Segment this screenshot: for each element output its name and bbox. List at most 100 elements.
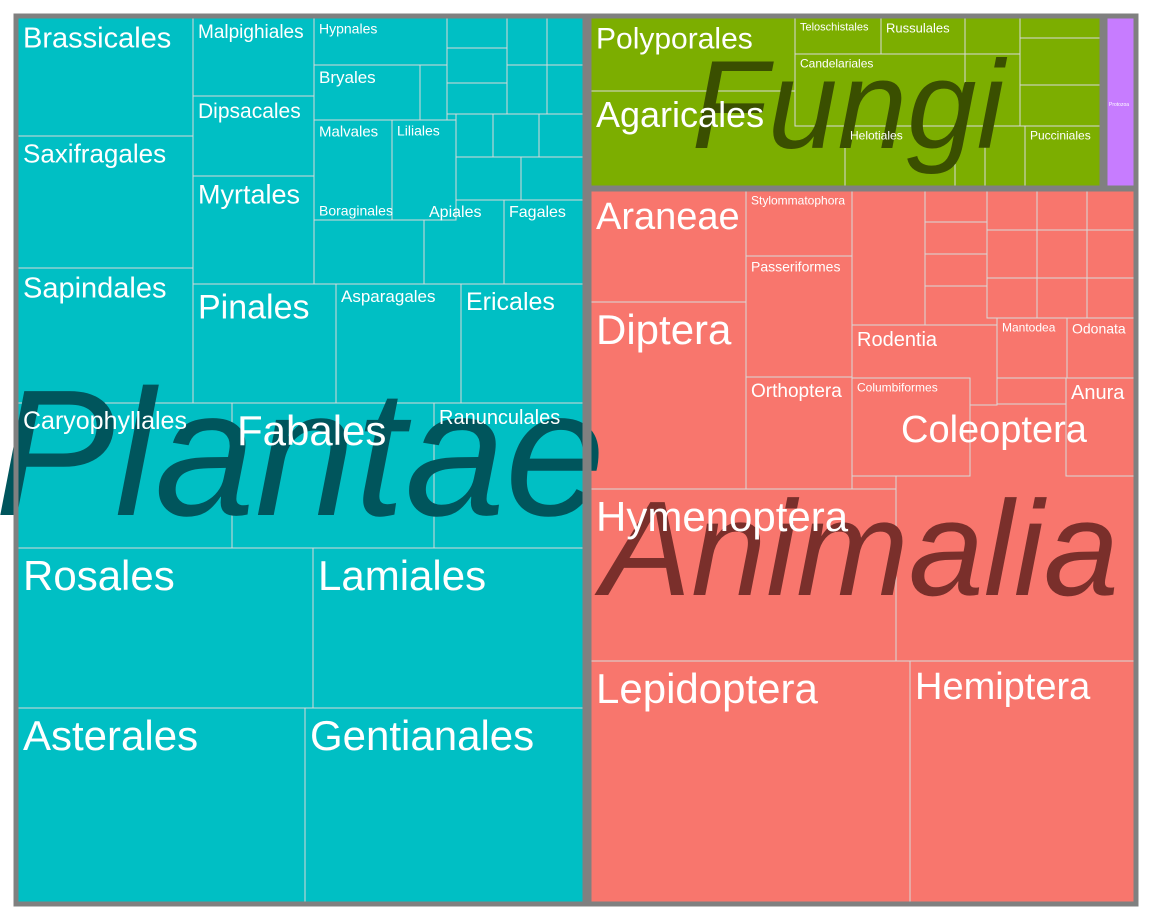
order-cell-malvales (313, 119, 393, 221)
order-label-gentianales: Gentianales (310, 712, 534, 759)
order-label-passeriformes: Passeriformes (751, 258, 840, 274)
order-label-caryophyllales: Caryophyllales (23, 407, 187, 435)
order-cell-fagales (503, 199, 584, 285)
order-cell-mantodea (996, 317, 1068, 379)
order-cell-candelariales (794, 53, 966, 127)
order-label-fagales: Fagales (509, 204, 566, 221)
order-label-asterales: Asterales (23, 712, 198, 759)
order-cell-hypnales (313, 17, 448, 66)
order-cell-stylommatophora (745, 190, 853, 257)
order-cell-passeriformes (745, 255, 853, 378)
order-cell-unlabeled (446, 47, 508, 84)
order-cell-polyporales (590, 17, 796, 92)
order-label-ranunculales: Ranunculales (439, 407, 560, 429)
order-label-sapindales: Sapindales (23, 273, 167, 305)
order-cell-hymenoptera (590, 488, 897, 662)
order-cell-unlabeled (1086, 190, 1135, 231)
order-cell-unlabeled (1019, 37, 1101, 86)
order-label-helotiales: Helotiales (850, 128, 903, 142)
order-cell-unlabeled (446, 17, 508, 49)
order-cell-unlabeled (538, 113, 584, 158)
order-label-diptera: Diptera (596, 306, 732, 353)
order-label-candelariales: Candelariales (800, 56, 873, 70)
order-cell-lamiales (312, 547, 584, 709)
order-cell-brassicales (17, 17, 194, 137)
order-cell-unlabeled (924, 221, 988, 255)
order-cell-unlabeled (851, 190, 926, 326)
order-cell-helotiales (844, 125, 956, 187)
order-cell-unlabeled (1036, 229, 1088, 279)
order-label-apiales: Apiales (429, 204, 481, 221)
order-cell-pucciniales (1024, 125, 1101, 187)
order-label-lamiales: Lamiales (318, 552, 486, 599)
order-label-araneae: Araneae (596, 196, 740, 238)
order-cell-unlabeled (964, 53, 1021, 127)
order-cell-liliales (391, 119, 457, 221)
order-label-protozoa: Protozoa (1109, 102, 1129, 108)
order-cell-unlabeled (984, 125, 1026, 187)
order-cell-rosales (17, 547, 314, 709)
order-cell-odonata (1066, 317, 1135, 379)
order-label-fabales: Fabales (237, 407, 386, 454)
order-label-rodentia: Rodentia (857, 329, 938, 351)
order-cell-unlabeled (924, 190, 988, 223)
order-label-hemiptera: Hemiptera (915, 666, 1091, 708)
treemap-cells (17, 17, 1135, 903)
order-cell-teloschistales (794, 17, 882, 55)
order-cell-unlabeled (1036, 190, 1088, 231)
order-label-asparagales: Asparagales (341, 287, 436, 306)
order-cell-unlabeled (520, 156, 584, 201)
order-cell-unlabeled (924, 253, 988, 287)
order-label-dipsacales: Dipsacales (198, 100, 301, 123)
order-label-agaricales: Agaricales (596, 94, 764, 135)
order-cell-unlabeled (924, 285, 998, 326)
order-label-bryales: Bryales (319, 68, 376, 87)
order-label-stylommatophora: Stylommatophora (751, 193, 845, 207)
order-cell-bryales (313, 64, 421, 121)
order-cell-unlabeled (455, 156, 522, 201)
order-label-orthoptera: Orthoptera (751, 381, 842, 402)
order-label-lepidoptera: Lepidoptera (596, 665, 818, 712)
order-cell-unlabeled (446, 82, 508, 115)
order-label-malpighiales: Malpighiales (198, 22, 304, 43)
kingdom-label-plantae: Plantae (0, 353, 605, 554)
order-label-teloschistales: Teloschistales (800, 21, 869, 33)
order-cell-araneae (590, 190, 747, 303)
order-cell-unlabeled (1019, 84, 1101, 127)
order-cell-ericales (460, 283, 584, 404)
order-label-anura: Anura (1071, 382, 1125, 404)
order-label-hymenoptera: Hymenoptera (596, 493, 849, 540)
order-labels: Asterales Gentianales Rosales Lamiales Fabal… (23, 20, 1129, 759)
order-cell-lepidoptera (590, 660, 911, 903)
order-cell-unlabeled (546, 64, 584, 115)
order-label-pucciniales: Pucciniales (1030, 128, 1091, 142)
kingdom-border-plantae (13, 13, 588, 907)
order-cell-unlabeled (1086, 277, 1135, 319)
kingdom-label-animalia: Animalia (594, 473, 1119, 624)
order-label-hypnales: Hypnales (319, 20, 377, 36)
order-cell-unlabeled (964, 17, 1021, 55)
order-cell-unlabeled (546, 17, 584, 66)
order-cell-gentianales (304, 707, 584, 903)
order-label-pinales: Pinales (198, 288, 310, 326)
order-cell-unlabeled (1086, 229, 1135, 279)
order-cell-anura (1065, 377, 1135, 477)
order-label-mantodea: Mantodea (1002, 320, 1056, 334)
order-cell-unlabeled (954, 125, 986, 187)
order-label-russulales: Russulales (886, 20, 950, 35)
order-cell-unlabeled (986, 229, 1038, 279)
kingdom-border-protozoa (1102, 13, 1139, 191)
order-cell-asparagales (335, 283, 462, 404)
order-label-brassicales: Brassicales (23, 23, 171, 55)
order-label-myrtales: Myrtales (198, 180, 300, 210)
order-label-boraginales: Boraginales (319, 202, 393, 218)
order-label-malvales: Malvales (319, 123, 378, 140)
kingdom-border-fungi (586, 13, 1105, 191)
order-cell-hemiptera (909, 660, 1135, 903)
order-label-rosales: Rosales (23, 552, 175, 599)
order-cell-unlabeled (986, 190, 1038, 231)
order-label-coleoptera: Coleoptera (901, 409, 1088, 451)
order-cell-asterales (17, 707, 306, 903)
